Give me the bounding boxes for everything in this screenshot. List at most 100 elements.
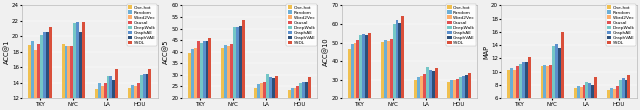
Bar bbox=[203, 41, 205, 110]
Bar bbox=[351, 44, 353, 110]
Bar bbox=[205, 41, 209, 110]
Bar bbox=[426, 67, 429, 110]
Bar bbox=[591, 85, 594, 110]
Bar bbox=[555, 44, 558, 110]
Legend: One-hot, Random, Word2Vec, Causal, DeepWalk, GraphAE, GraphVAE, SSDL: One-hot, Random, Word2Vec, Causal, DeepW… bbox=[446, 4, 476, 46]
Bar bbox=[462, 76, 465, 110]
Bar bbox=[109, 76, 113, 110]
Bar bbox=[399, 23, 401, 110]
Bar bbox=[610, 88, 613, 110]
Bar bbox=[37, 44, 40, 110]
Legend: One-hot, Random, Word2Vec, Causal, DeepWalk, GraphAE, GraphVAE, SSDL: One-hot, Random, Word2Vec, Causal, DeepW… bbox=[127, 4, 157, 46]
Bar bbox=[423, 74, 426, 110]
Bar bbox=[257, 84, 260, 110]
Bar bbox=[143, 74, 145, 110]
Bar bbox=[221, 48, 224, 110]
Bar bbox=[46, 32, 49, 110]
Bar bbox=[392, 24, 396, 110]
Bar bbox=[368, 33, 371, 110]
Bar bbox=[365, 35, 368, 110]
Bar bbox=[239, 26, 242, 110]
Bar bbox=[302, 82, 305, 110]
Bar bbox=[308, 77, 311, 110]
Bar bbox=[561, 32, 564, 110]
Bar bbox=[34, 50, 37, 110]
Bar bbox=[541, 66, 543, 110]
Bar bbox=[76, 22, 79, 110]
Bar bbox=[134, 86, 137, 110]
Bar bbox=[528, 57, 531, 110]
Bar bbox=[508, 70, 510, 110]
Bar bbox=[288, 90, 291, 110]
Bar bbox=[191, 50, 194, 110]
Bar bbox=[148, 69, 152, 110]
Bar bbox=[100, 86, 104, 110]
Bar bbox=[451, 80, 453, 110]
Bar bbox=[61, 44, 65, 110]
Bar bbox=[104, 83, 106, 110]
Bar bbox=[522, 62, 525, 110]
Bar bbox=[31, 41, 34, 110]
Bar bbox=[577, 86, 580, 110]
Bar bbox=[224, 45, 227, 110]
Bar bbox=[613, 89, 616, 110]
Bar bbox=[28, 45, 31, 110]
Bar bbox=[194, 48, 197, 110]
Bar bbox=[145, 74, 148, 110]
Bar bbox=[74, 23, 76, 110]
Bar bbox=[465, 75, 468, 110]
Bar bbox=[459, 77, 462, 110]
Bar bbox=[356, 40, 360, 110]
Bar bbox=[296, 86, 300, 110]
Bar bbox=[384, 40, 387, 110]
Bar bbox=[233, 28, 236, 110]
Y-axis label: ACC@1: ACC@1 bbox=[3, 40, 10, 64]
Bar bbox=[621, 78, 625, 110]
Bar bbox=[390, 39, 392, 110]
Bar bbox=[98, 83, 100, 110]
Bar bbox=[429, 70, 431, 110]
Y-axis label: ACC@5: ACC@5 bbox=[163, 39, 170, 64]
Bar bbox=[627, 75, 630, 110]
Bar bbox=[414, 80, 417, 110]
Bar bbox=[230, 44, 233, 110]
Bar bbox=[269, 77, 272, 110]
Bar bbox=[140, 75, 143, 110]
Bar bbox=[619, 80, 621, 110]
Bar bbox=[607, 90, 610, 110]
Bar bbox=[95, 89, 98, 110]
Bar bbox=[625, 80, 627, 110]
Bar bbox=[67, 46, 70, 110]
Bar bbox=[435, 68, 438, 110]
Bar bbox=[209, 38, 211, 110]
Bar bbox=[255, 88, 257, 110]
Bar bbox=[362, 34, 365, 110]
Bar bbox=[360, 35, 362, 110]
Bar bbox=[456, 79, 459, 110]
Bar bbox=[586, 82, 588, 110]
Bar bbox=[558, 49, 561, 110]
Bar bbox=[137, 83, 140, 110]
Bar bbox=[525, 62, 528, 110]
Bar bbox=[260, 83, 263, 110]
Bar bbox=[131, 85, 134, 110]
Bar bbox=[294, 88, 296, 110]
Bar bbox=[513, 70, 516, 110]
Bar bbox=[447, 82, 451, 110]
Bar bbox=[580, 87, 582, 110]
Bar bbox=[453, 80, 456, 110]
Bar bbox=[519, 64, 522, 110]
Bar bbox=[227, 46, 230, 110]
Bar bbox=[387, 41, 390, 110]
Bar bbox=[263, 82, 266, 110]
Bar bbox=[543, 65, 547, 110]
Bar bbox=[468, 73, 471, 110]
Bar bbox=[510, 68, 513, 110]
Legend: One-hot, Random, Word2Vec, Causal, DeepWalk, GraphAE, GraphVAE, SSDL: One-hot, Random, Word2Vec, Causal, DeepW… bbox=[605, 4, 636, 46]
Bar bbox=[200, 42, 203, 110]
Bar bbox=[353, 43, 356, 110]
Bar bbox=[547, 66, 549, 110]
Bar bbox=[197, 41, 200, 110]
Bar bbox=[275, 76, 278, 110]
Bar bbox=[65, 46, 67, 110]
